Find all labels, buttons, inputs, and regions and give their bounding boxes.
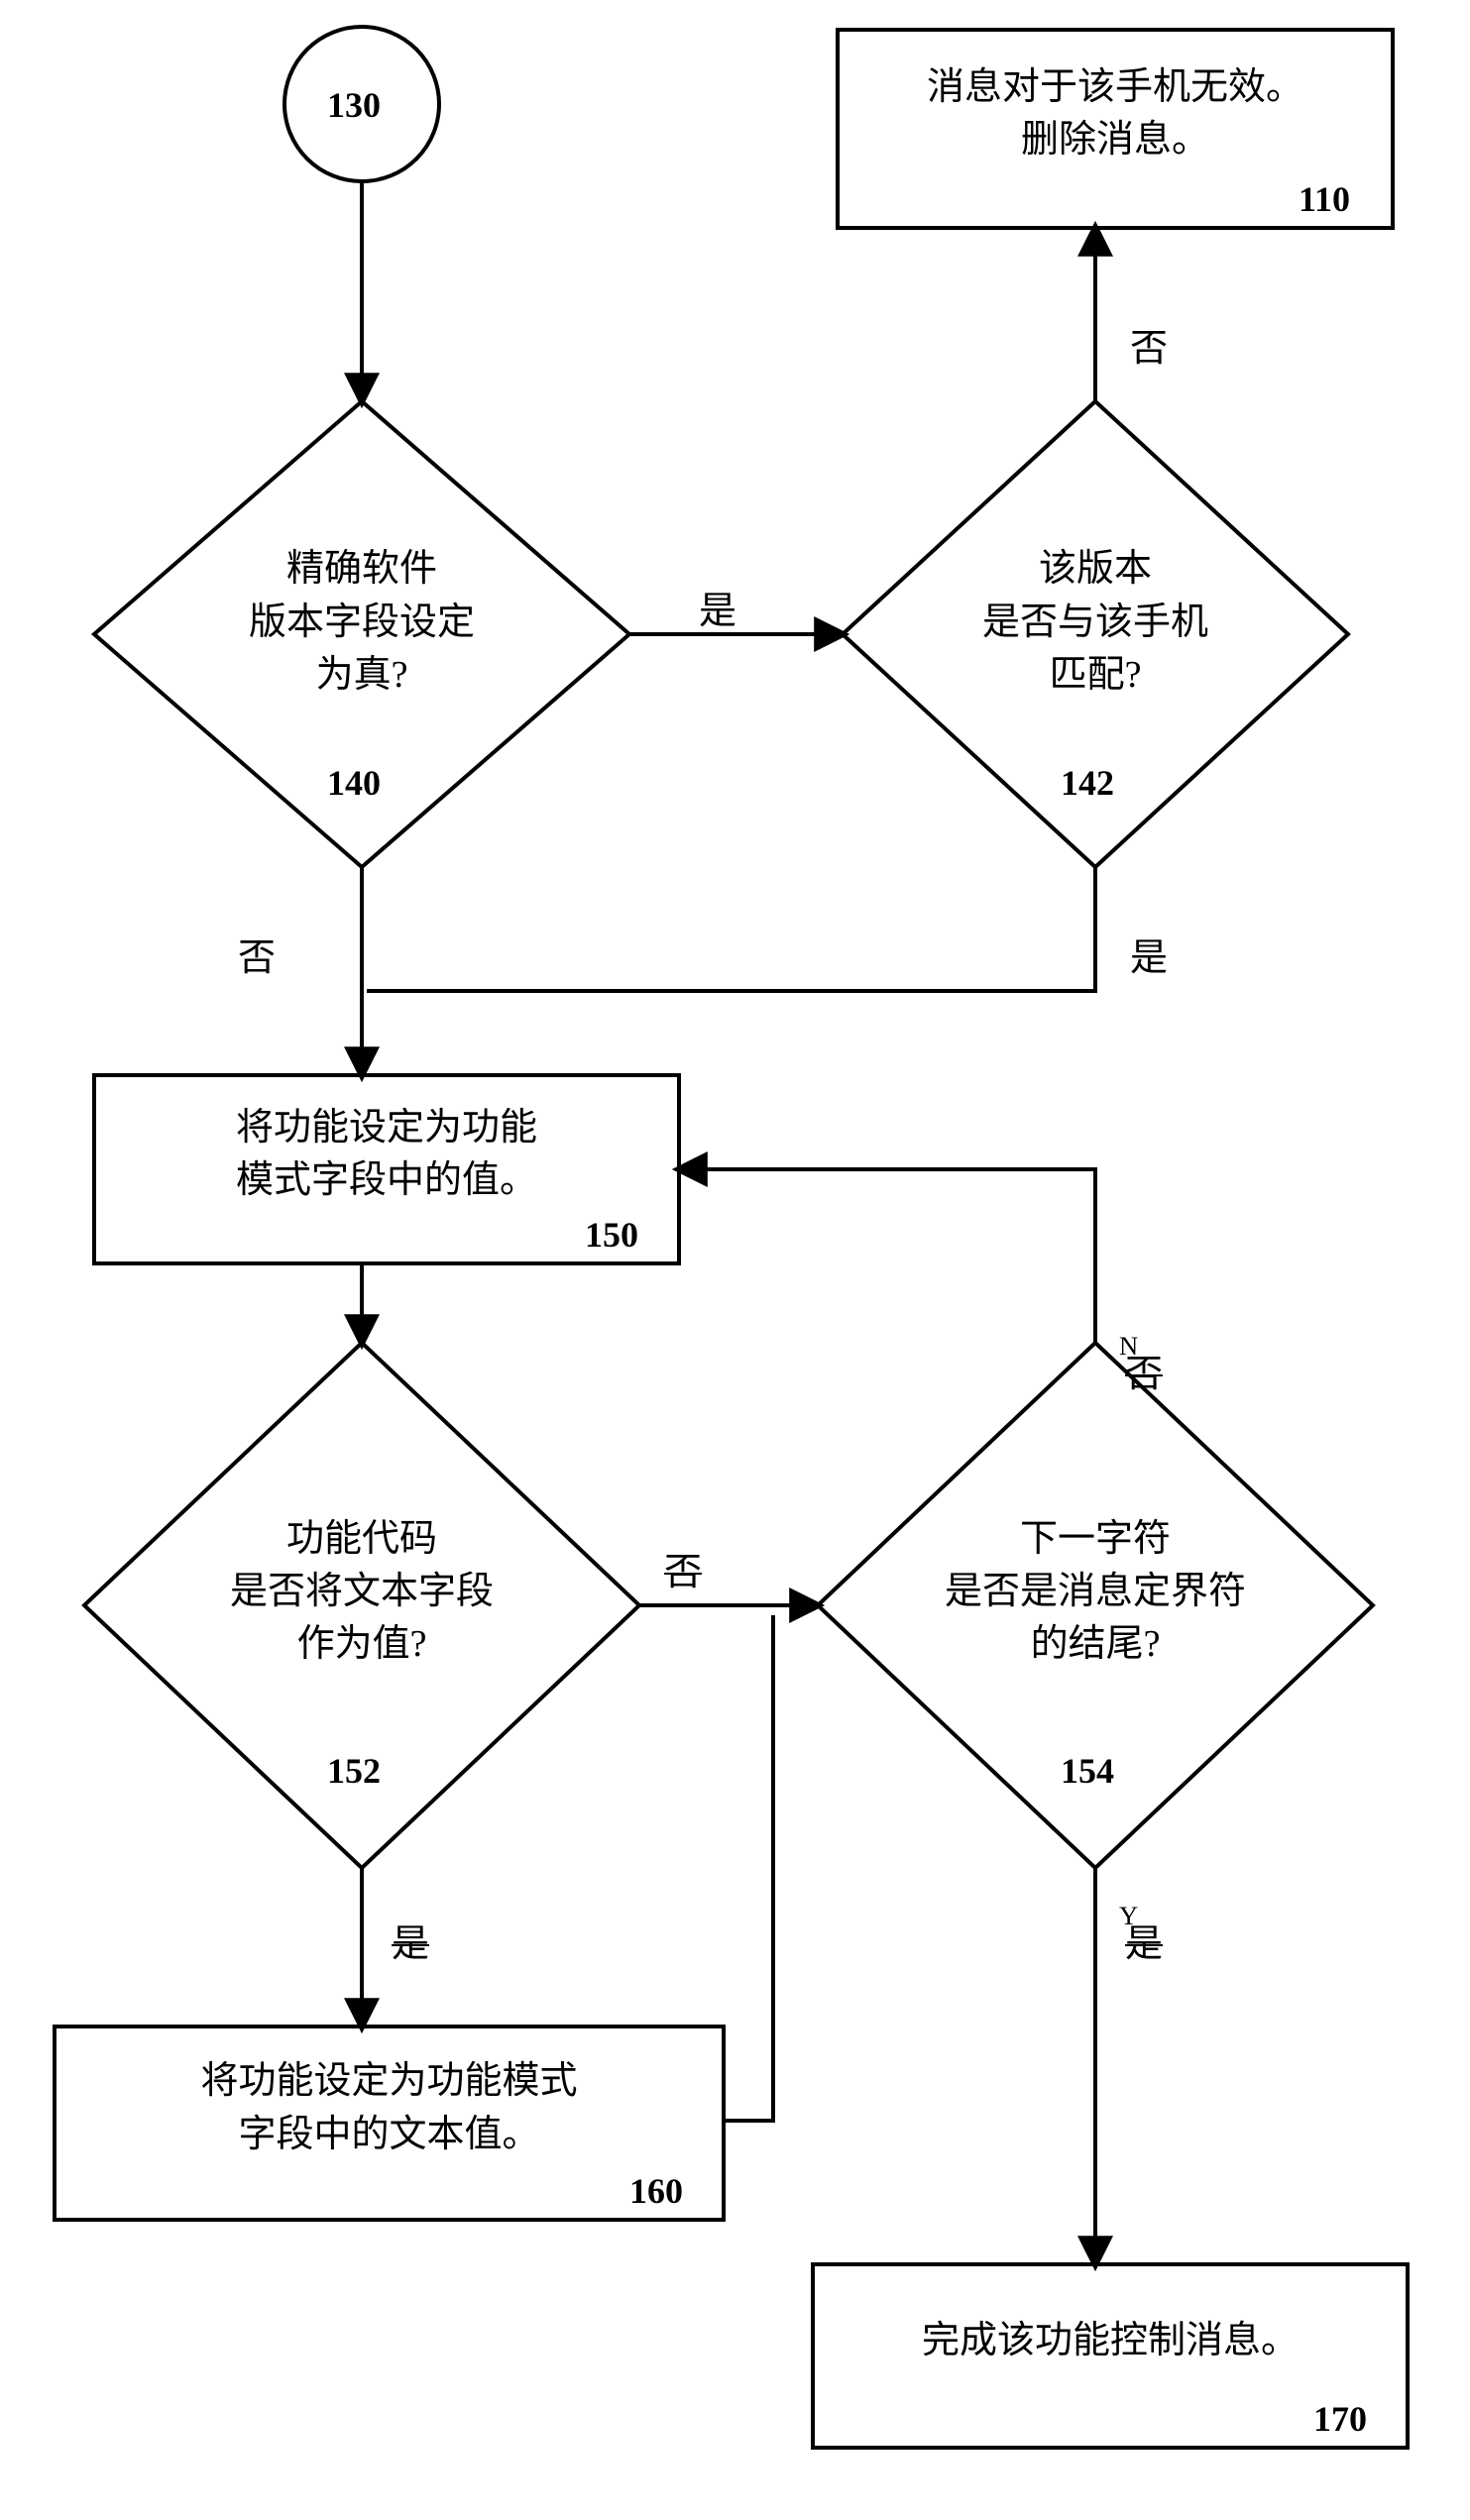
decision-152-ref: 152 xyxy=(327,1750,381,1792)
decision-142-ref: 142 xyxy=(1061,762,1114,804)
edge-1-label: 是 xyxy=(699,580,736,634)
edge-10-label: Y是 xyxy=(1125,1913,1163,1967)
process-160 xyxy=(55,2027,724,2220)
process-110-ref: 110 xyxy=(1299,178,1350,220)
process-170-ref: 170 xyxy=(1313,2398,1367,2440)
start-node-ref: 130 xyxy=(327,84,381,126)
edge-8 xyxy=(724,1615,773,2121)
edge-4-label: 是 xyxy=(1130,927,1168,981)
decision-140-ref: 140 xyxy=(327,762,381,804)
edge-9-label: N否 xyxy=(1125,1343,1163,1397)
edge-3-label: 否 xyxy=(238,927,276,981)
flowchart-canvas xyxy=(0,0,1470,2520)
edge-4 xyxy=(367,867,1095,991)
edge-9 xyxy=(679,1169,1095,1343)
edge-6-label: 否 xyxy=(664,1541,702,1595)
process-150-ref: 150 xyxy=(585,1214,638,1256)
decision-154-ref: 154 xyxy=(1061,1750,1114,1792)
process-160-ref: 160 xyxy=(629,2170,683,2212)
edge-7-label: 是 xyxy=(392,1913,429,1967)
edge-2-label: 否 xyxy=(1130,317,1168,372)
